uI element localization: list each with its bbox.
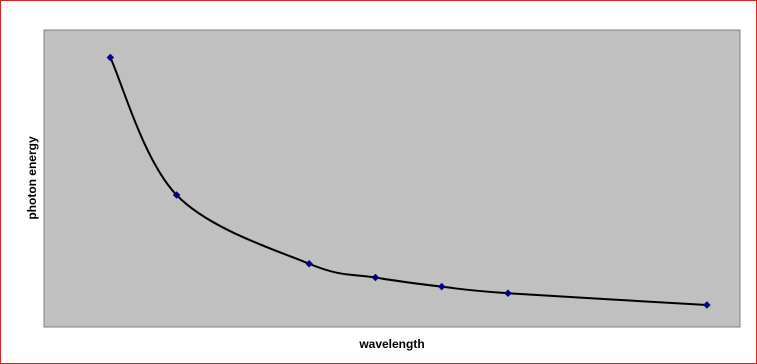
data-point-7: [703, 301, 711, 309]
data-point-1: [106, 53, 115, 62]
data-point-2: [172, 191, 181, 199]
plot-area: [43, 29, 741, 328]
data-point-6: [504, 289, 512, 297]
y-axis-label: photon energy: [25, 136, 39, 220]
series-layer: [106, 53, 711, 309]
x-axis-label: wavelength: [358, 337, 424, 351]
data-point-3: [305, 259, 313, 268]
data-point-5: [437, 282, 446, 291]
data-point-4: [371, 273, 380, 282]
